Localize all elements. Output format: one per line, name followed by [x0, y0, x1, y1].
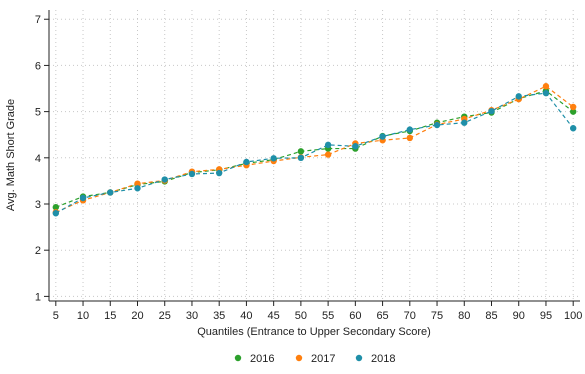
legend-label-2017: 2017: [311, 353, 335, 365]
series-group: [52, 83, 577, 217]
data-point-2017: [406, 134, 414, 142]
y-tick-label: 1: [35, 291, 41, 303]
series-2017: [52, 83, 577, 216]
data-point-2018: [107, 189, 114, 196]
data-point-2017: [134, 180, 141, 187]
data-point-2018: [569, 125, 577, 132]
x-tick-label: 75: [431, 310, 443, 322]
data-point-2017: [542, 83, 550, 90]
x-tick-label: 40: [240, 310, 252, 322]
x-tick-label: 25: [159, 310, 171, 322]
data-point-2018: [243, 158, 250, 166]
data-point-2017: [324, 151, 332, 158]
data-point-2018: [52, 210, 60, 217]
y-axis-title: Avg. Math Short Grade: [5, 99, 17, 211]
x-axis-title: Quantiles (Entrance to Upper Secondary S…: [197, 326, 431, 338]
data-point-2018: [515, 93, 522, 100]
x-tick-label: 30: [186, 310, 198, 322]
data-point-2018: [461, 119, 468, 126]
x-tick-label: 5: [53, 310, 59, 322]
x-tick-label: 90: [513, 310, 525, 322]
data-point-2016: [52, 204, 60, 211]
legend-marker-2018: [355, 354, 363, 362]
series-line-2018: [55, 92, 574, 214]
data-point-2016: [569, 108, 577, 115]
x-tick-label: 20: [131, 310, 143, 322]
y-tick-label: 2: [35, 245, 41, 257]
data-point-2017: [569, 103, 577, 111]
x-tick-label: 10: [77, 310, 89, 322]
y-tick-label: 3: [35, 199, 41, 211]
x-tick-label: 35: [213, 310, 225, 322]
y-tick-label: 7: [35, 14, 41, 26]
data-point-2018: [161, 176, 168, 183]
data-point-2018: [379, 133, 386, 140]
x-tick-label: 100: [564, 310, 582, 322]
y-tick-label: 4: [35, 153, 41, 165]
data-point-2018: [352, 143, 359, 150]
legend-marker-2017: [295, 354, 303, 362]
data-point-2018: [406, 126, 414, 133]
data-point-2018: [134, 185, 141, 192]
x-tick-label: 95: [540, 310, 552, 322]
data-point-2018: [488, 107, 495, 115]
data-point-2018: [215, 169, 223, 177]
data-point-2018: [433, 121, 441, 129]
legend-label-2018: 2018: [371, 353, 395, 365]
data-point-2018: [188, 170, 196, 178]
y-tick-label: 6: [35, 60, 41, 72]
series-2018: [52, 89, 577, 217]
data-point-2018: [79, 194, 87, 202]
data-point-2018: [270, 155, 277, 162]
data-point-2016: [297, 148, 305, 155]
x-tick-label: 50: [295, 310, 307, 322]
grid-lines: [49, 10, 580, 301]
series-line-2017: [55, 85, 574, 213]
legend-marker-2016: [234, 354, 242, 362]
y-tick-label: 5: [35, 107, 41, 119]
x-tick-label: 80: [458, 310, 470, 322]
x-tick-label: 60: [349, 310, 361, 322]
series-2016: [52, 87, 577, 211]
legend-label-2016: 2016: [250, 353, 274, 365]
x-tick-label: 45: [268, 310, 280, 322]
data-point-2018: [297, 154, 305, 162]
x-tick-label: 55: [322, 310, 334, 322]
x-tick-label: 70: [404, 310, 416, 322]
data-point-2018: [324, 141, 332, 149]
data-point-2018: [542, 89, 550, 97]
legend: 2016 2017 2018: [234, 353, 395, 365]
x-tick-label: 65: [376, 310, 388, 322]
x-tick-label: 15: [104, 310, 116, 322]
x-tick-label: 85: [485, 310, 497, 322]
